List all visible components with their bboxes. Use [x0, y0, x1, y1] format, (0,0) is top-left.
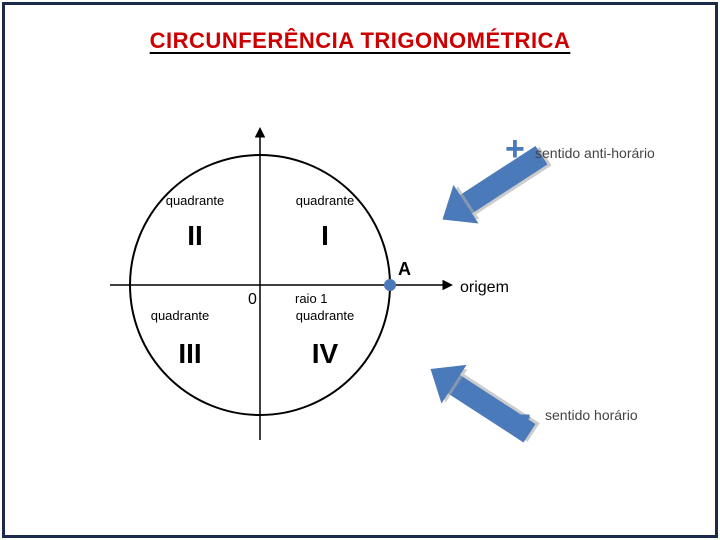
minus-text: sentido horário [545, 407, 638, 423]
quad1-word: quadrante [296, 193, 355, 208]
slide-title: CIRCUNFERÊNCIA TRIGONOMÉTRICA [0, 28, 720, 54]
quad1-num: I [321, 220, 329, 251]
quad2-word: quadrante [166, 193, 225, 208]
quad3-num: III [178, 338, 201, 369]
quad4-num: IV [312, 338, 339, 369]
plus-sign: + [505, 130, 525, 168]
point-a-label: A [398, 259, 411, 279]
quad2-num: II [187, 220, 203, 251]
minus-sign: − [508, 395, 531, 439]
trig-circle-diagram: 0 raio 1 quadrante quadrante quadrante q… [60, 100, 660, 480]
origin-label: origem [460, 279, 509, 296]
quad3-word: quadrante [151, 308, 210, 323]
center-zero: 0 [248, 291, 257, 308]
plus-text: sentido anti-horário [535, 145, 655, 161]
point-a-dot [384, 279, 396, 291]
quad4-word: quadrante [296, 308, 355, 323]
radius-label: raio 1 [295, 291, 328, 306]
